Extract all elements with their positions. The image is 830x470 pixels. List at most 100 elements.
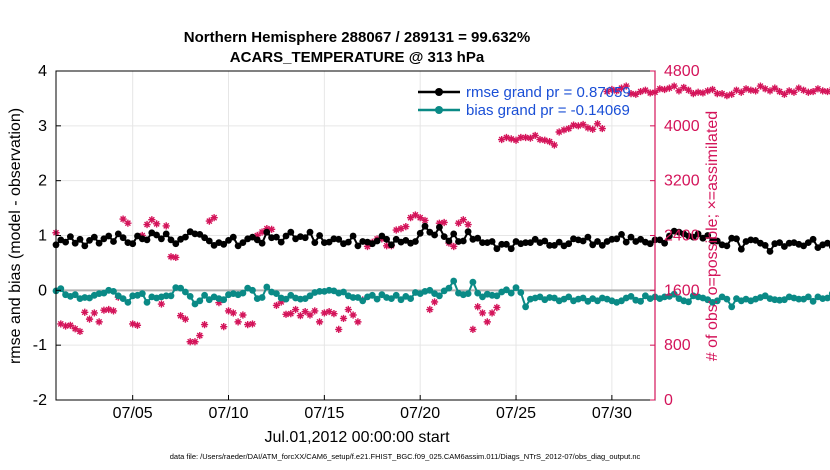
obs-count-point <box>430 298 439 306</box>
bias-point <box>723 295 731 303</box>
legend-rmse-marker <box>435 88 443 96</box>
obs-count-point <box>81 308 89 316</box>
obs-count-point <box>775 87 784 96</box>
bias-point <box>824 294 830 302</box>
bias-point <box>426 286 434 294</box>
obs-count-point <box>76 327 84 336</box>
rmse-point <box>344 238 352 246</box>
y-right-tick-label: 0 <box>664 392 673 409</box>
bias-point <box>57 285 65 293</box>
rmse-point <box>733 235 740 243</box>
bias-point <box>201 291 209 299</box>
y-right-axis-ticks: 0 800 1600 2400 3200 4000 4800 <box>650 63 700 409</box>
bias-point <box>392 291 400 299</box>
bias-point <box>143 299 151 306</box>
legend: rmse grand pr = 0.87059 bias grand pr = … <box>418 84 631 119</box>
bias-point <box>273 290 280 297</box>
obs-count-point <box>493 303 501 312</box>
bias-point <box>282 295 290 303</box>
rmse-point <box>498 240 506 248</box>
obs-count-point <box>320 309 328 317</box>
rmse-point <box>546 242 553 249</box>
obs-count-point <box>392 226 400 234</box>
obs-count-point <box>814 85 822 93</box>
obs-count-point <box>454 219 463 227</box>
bias-point <box>186 293 194 300</box>
rmse-point <box>301 234 309 242</box>
obs-count-point <box>109 307 118 315</box>
y-right-tick-label: 4000 <box>664 118 700 135</box>
rmse-point <box>81 242 89 250</box>
x-tick-label: 07/30 <box>592 405 632 422</box>
rmse-point <box>71 239 79 247</box>
rmse-point <box>239 239 247 247</box>
rmse-point <box>704 232 712 239</box>
obs-count-point <box>799 86 808 94</box>
obs-count-point <box>200 321 209 329</box>
obs-count-point <box>608 85 616 94</box>
obs-count-point <box>440 218 448 227</box>
rmse-point <box>709 237 716 245</box>
rmse-point <box>388 241 395 249</box>
y-left-tick-label: 4 <box>38 63 47 80</box>
rmse-point <box>172 240 180 248</box>
rmse-point <box>613 235 621 243</box>
obs-count-point <box>426 305 434 314</box>
bias-point <box>388 295 395 302</box>
obs-count-point <box>143 220 151 229</box>
legend-bias-label: bias grand pr = -0.14069 <box>466 102 630 119</box>
rmse-point <box>618 231 625 238</box>
obs-count-point <box>660 85 669 94</box>
obs-count-point <box>728 90 736 98</box>
obs-count-point <box>129 320 137 328</box>
rmse-point <box>627 233 635 241</box>
rmse-point <box>723 242 731 250</box>
y-right-tick-label: 800 <box>664 337 691 354</box>
obs-count-point <box>761 85 769 93</box>
rmse-point <box>488 238 496 245</box>
obs-count-point <box>315 318 324 326</box>
obs-count-point <box>804 88 812 96</box>
rmse-point <box>531 235 539 243</box>
obs-count-point <box>416 214 424 222</box>
obs-count-point <box>742 85 750 93</box>
obs-count-point <box>747 86 755 94</box>
rmse-point <box>129 240 137 248</box>
bias-point <box>368 291 376 299</box>
rmse-point <box>713 237 721 245</box>
obs-count-point <box>699 89 707 97</box>
obs-count-point <box>268 225 276 233</box>
x-tick-label: 07/05 <box>113 405 153 422</box>
rmse-point <box>503 240 510 248</box>
obs-count-point <box>637 87 645 96</box>
rmse-point <box>493 245 501 253</box>
x-axis-label: Jul.01,2012 00:00:00 start <box>264 429 450 446</box>
obs-count-point <box>176 312 185 320</box>
obs-count-point <box>421 216 429 225</box>
obs-count-point <box>531 131 539 140</box>
bias-point <box>637 297 644 305</box>
bias-point <box>110 288 117 295</box>
rmse-point <box>263 228 271 236</box>
rmse-point <box>90 233 98 241</box>
rmse-point <box>110 238 117 245</box>
obs-count-point <box>277 298 285 306</box>
y-left-axis-ticks: -2 -1 0 1 2 3 4 <box>33 63 61 409</box>
obs-count-point <box>191 338 199 346</box>
bias-point <box>258 294 266 301</box>
rmse-point <box>737 245 745 253</box>
obs-count-point <box>90 309 98 317</box>
bias-point <box>503 286 510 294</box>
rmse-point <box>761 242 769 249</box>
y-right-tick-label: 2400 <box>664 228 700 245</box>
obs-count-point <box>181 315 189 323</box>
rmse-point <box>62 238 69 246</box>
rmse-point <box>598 242 606 249</box>
x-tick-label: 07/20 <box>400 405 440 422</box>
obs-count-point <box>311 307 319 315</box>
obs-count-point <box>407 214 415 222</box>
obs-count-point <box>665 84 673 92</box>
rmse-point <box>646 240 654 248</box>
obs-count-point <box>574 122 582 130</box>
rmse-point <box>522 239 529 247</box>
